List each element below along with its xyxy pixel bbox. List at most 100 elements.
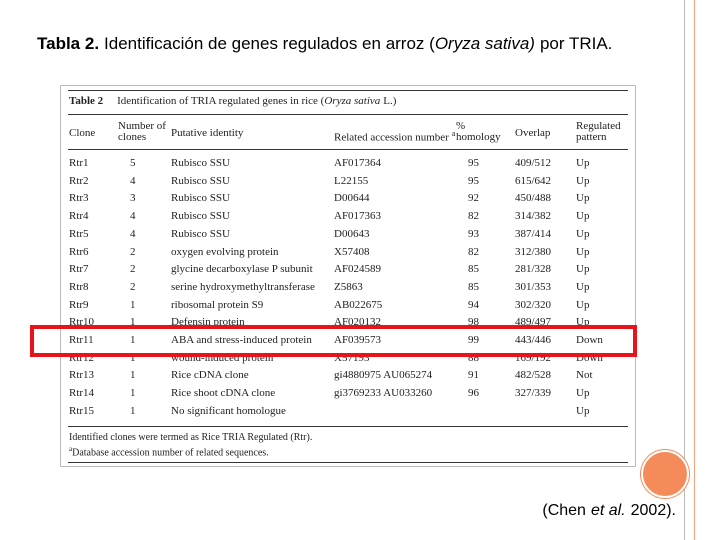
table-cell: 95 <box>468 157 479 169</box>
column-header: Putative identity <box>171 128 243 139</box>
table-cell: gi3769233 AU033260 <box>334 387 433 400</box>
table-cell: Rtr7 <box>69 263 89 276</box>
table-cell: Rubisco SSU <box>171 210 230 223</box>
table-cell: 91 <box>468 369 479 382</box>
table-cell: wound-induced protein <box>171 351 274 364</box>
table-cell: 2 <box>130 263 136 276</box>
table-cell: AF039573 <box>334 334 382 346</box>
column-header: Overlap <box>515 128 550 139</box>
table-cell: Up <box>576 263 590 276</box>
table-cell: Down <box>576 351 603 364</box>
table-cell: Rtr1 <box>69 157 89 169</box>
table-cell: 169/192 <box>515 351 552 364</box>
caption-species: Oryza sativa <box>324 95 381 107</box>
table-cell: Up <box>576 192 590 205</box>
highlight-box <box>30 325 637 357</box>
table-caption: Table 2 Identification of TRIA regulated … <box>69 96 396 107</box>
table-cell: 450/488 <box>515 192 552 205</box>
table-cell: Up <box>576 316 590 329</box>
table-cell: AF017363 <box>334 210 382 223</box>
table-cell: 1 <box>130 387 136 400</box>
table-cell: Up <box>576 174 590 187</box>
header-note-mark: a <box>451 129 456 138</box>
table-cell: Up <box>576 245 590 258</box>
table-cell: 82 <box>468 210 479 223</box>
table-cell: 312/380 <box>515 245 552 258</box>
column-header: Related accession number a <box>334 128 455 144</box>
table-cell: Rtr5 <box>69 227 89 240</box>
table-cell: 1 <box>130 298 136 311</box>
column-header: Regulated pattern <box>576 121 636 143</box>
table-cell: 4 <box>130 227 136 240</box>
table-rule <box>68 90 628 91</box>
table-cell: oxygen evolving protein <box>171 245 279 258</box>
table-cell: Rice shoot cDNA clone <box>171 387 276 400</box>
table-cell: Rtr10 <box>69 316 95 329</box>
table-cell: Defensin protein <box>171 316 245 329</box>
table-cell: AF017364 <box>334 157 382 169</box>
table-cell: Up <box>576 227 590 240</box>
table-cell: glycine decarboxylase P subunit <box>171 263 313 276</box>
table-cell: D00643 <box>334 227 370 240</box>
table-cell: 302/320 <box>515 298 552 311</box>
table-cell: Down <box>576 334 603 346</box>
table-cell: Rtr2 <box>69 174 89 187</box>
note-text: Identified clones were termed as Rice TR… <box>69 431 313 443</box>
table-cell: 95 <box>468 174 479 187</box>
table-cell: Rtr14 <box>69 387 95 400</box>
header-text: Clone <box>69 127 96 139</box>
header-text: Putative identity <box>171 127 244 139</box>
decor-circle <box>641 450 689 498</box>
header-text: Regulated pattern <box>576 120 621 143</box>
table-cell: Z5863 <box>334 280 363 293</box>
header-text: Related accession number <box>334 131 449 144</box>
table-cell: ribosomal protein S9 <box>171 298 264 311</box>
caption-end: L.) <box>383 95 397 107</box>
citation-end: 2002). <box>630 502 676 519</box>
table-cell: 82 <box>468 245 479 258</box>
table-cell: No significant homologue <box>171 404 286 417</box>
table-cell: Rubisco SSU <box>171 174 230 187</box>
citation-italic: et al. <box>590 502 626 519</box>
citation-start: (Chen <box>542 502 586 519</box>
table-cell: 301/353 <box>515 280 552 293</box>
table-cell: 482/528 <box>515 369 552 382</box>
table-cell: 1 <box>130 369 136 382</box>
table-cell: AF020132 <box>334 316 382 329</box>
table-cell: Up <box>576 387 590 400</box>
table-cell: 98 <box>468 316 479 329</box>
table-cell: 92 <box>468 192 479 205</box>
table-cell: Rtr13 <box>69 369 95 382</box>
table-cell: gi4880975 AU065274 <box>334 369 433 382</box>
table-cell: Rtr3 <box>69 192 89 205</box>
table-cell: 99 <box>468 334 479 346</box>
header-text: Overlap <box>515 127 551 139</box>
note-text: Database accession number of related seq… <box>72 446 269 458</box>
table-cell: Up <box>576 280 590 293</box>
table-cell: Rtr8 <box>69 280 89 293</box>
table-rule <box>68 149 628 150</box>
table-cell: 443/446 <box>515 334 552 346</box>
table-cell: 281/328 <box>515 263 552 276</box>
table-cell: Rtr6 <box>69 245 89 258</box>
table-cell: 2 <box>130 245 136 258</box>
table-cell: Rtr4 <box>69 210 89 223</box>
table-cell: Rtr12 <box>69 351 95 364</box>
column-header: % homology <box>456 121 501 143</box>
table-cell: 85 <box>468 263 479 276</box>
table-cell: 2 <box>130 280 136 293</box>
table-cell: Rubisco SSU <box>171 192 230 205</box>
table-cell: 387/414 <box>515 227 552 240</box>
table-cell: Rice cDNA clone <box>171 369 249 382</box>
table-rule <box>68 114 628 115</box>
table-cell: AF024589 <box>334 263 382 276</box>
table-cell: Up <box>576 404 590 417</box>
table-cell: 314/382 <box>515 210 552 223</box>
table-cell: X57193 <box>334 351 370 364</box>
decor-line <box>694 0 695 540</box>
table-cell: Up <box>576 157 590 169</box>
note-mark: a <box>69 444 73 453</box>
table-cell: Rtr9 <box>69 298 89 311</box>
table-cell: X57408 <box>334 245 370 258</box>
